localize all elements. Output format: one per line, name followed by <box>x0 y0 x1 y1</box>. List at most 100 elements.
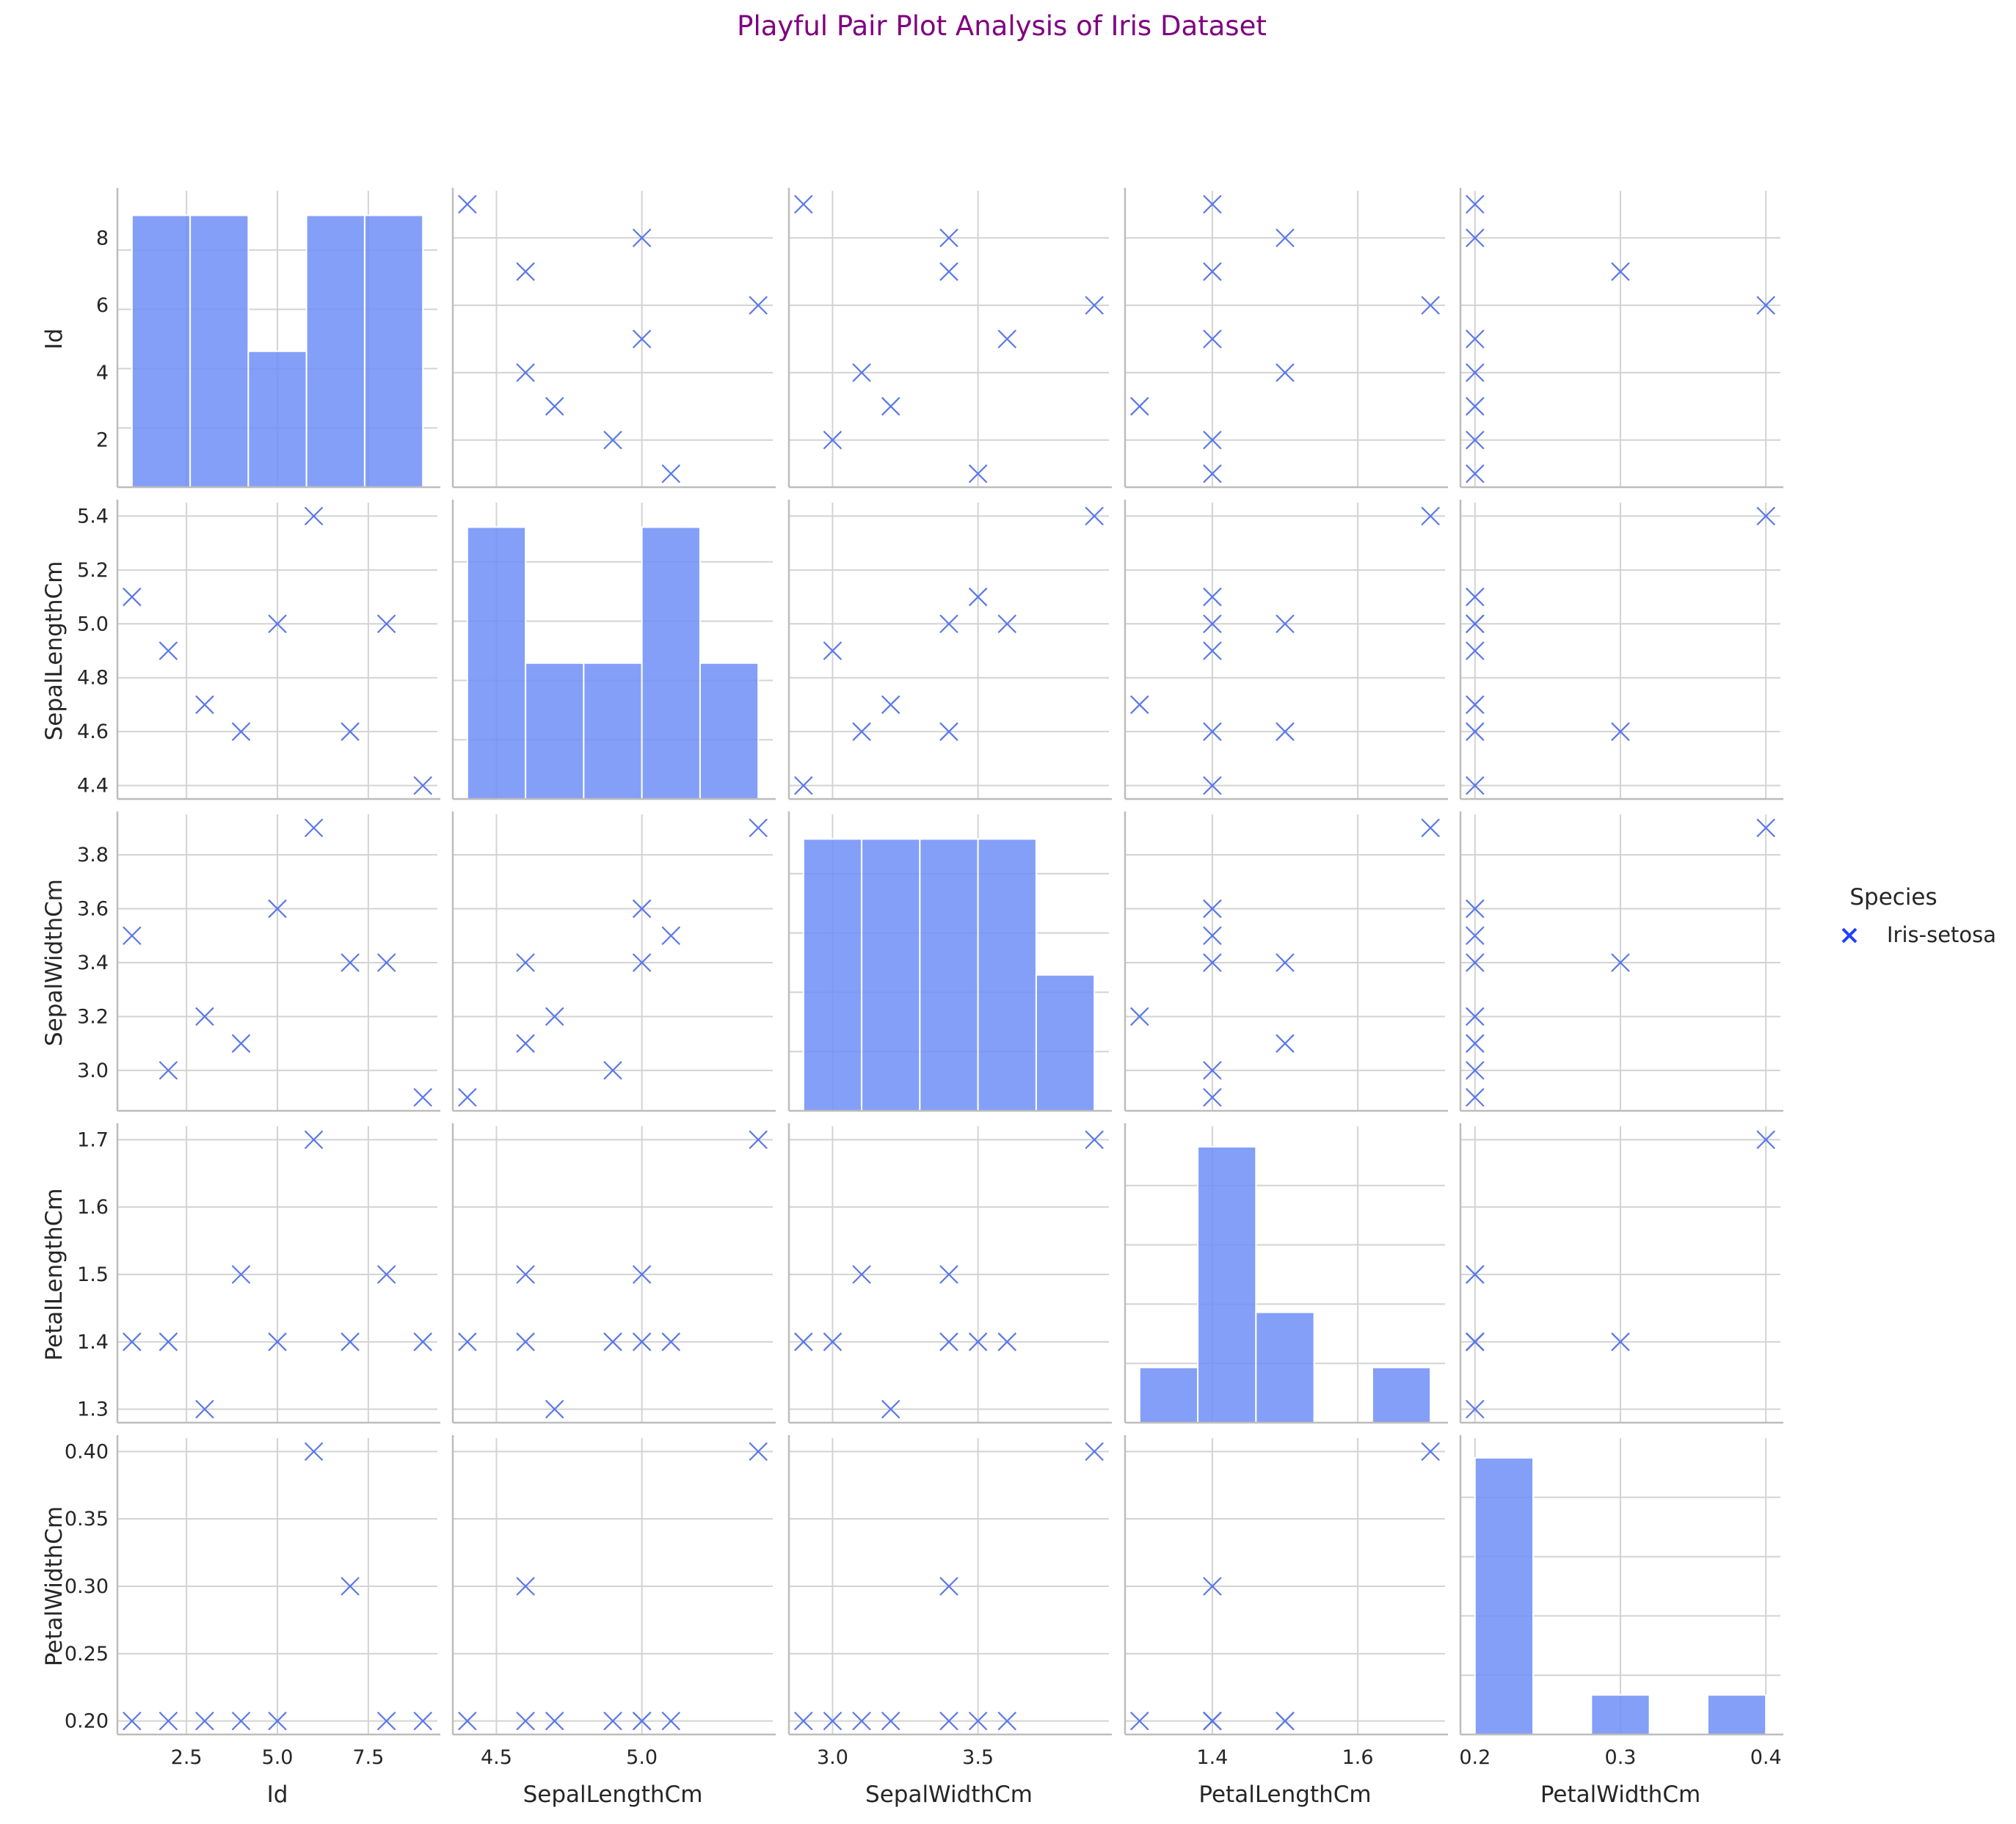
panel-SepalLengthCm-vs-SepalLengthCm <box>451 500 776 800</box>
scatter-point-x <box>1085 1130 1104 1150</box>
x-tick-label: 1.6 <box>1342 1746 1374 1769</box>
y-tick-label: 0.20 <box>65 1710 109 1733</box>
y-axis-label: SepalLengthCm <box>41 561 68 741</box>
scatter-point-x <box>1085 506 1104 526</box>
scatter-point-x <box>1421 1442 1440 1462</box>
panel-Id-vs-Id: 2 4 6 8 Id <box>41 188 440 489</box>
scatter-point-x <box>939 262 958 281</box>
scatter-points <box>458 1130 768 1419</box>
x-tick-label: 5.0 <box>262 1746 294 1769</box>
scatter-point-x <box>268 614 287 634</box>
scatter-point-x <box>159 1332 178 1351</box>
scatter-point-x <box>997 1332 1017 1351</box>
panel-SepalLengthCm-vs-SepalWidthCm <box>787 500 1112 800</box>
scatter-point-x <box>1466 228 1485 248</box>
y-tick-label: 0.35 <box>65 1508 109 1531</box>
x-axis-label: PetalLengthCm <box>1198 1781 1371 1808</box>
scatter-point-x <box>458 1332 477 1351</box>
scatter-point-x <box>1203 1061 1222 1080</box>
panel-PetalLengthCm-vs-SepalLengthCm <box>451 1123 776 1424</box>
y-tick-label: 0.40 <box>65 1440 109 1463</box>
scatter-point-x <box>545 1007 564 1026</box>
scatter-points <box>1466 506 1775 795</box>
scatter-point-x <box>458 1087 477 1107</box>
scatter-point-x <box>123 1711 142 1731</box>
scatter-point-x <box>304 1130 324 1150</box>
scatter-point-x <box>341 1332 360 1351</box>
x-tick-label: 0.2 <box>1459 1746 1491 1769</box>
scatter-points <box>1466 194 1775 484</box>
scatter-point-x <box>1466 926 1485 946</box>
scatter-point-x <box>852 722 871 741</box>
scatter-point-x <box>1130 397 1149 416</box>
y-tick-label: 6 <box>96 294 109 317</box>
scatter-point-x <box>968 587 988 607</box>
panel-PetalWidthCm-vs-SepalWidthCm: 3.0 3.5 SepalWidthCm <box>787 1435 1112 1808</box>
scatter-point-x <box>268 1332 287 1351</box>
panel-Id-vs-PetalWidthCm <box>1459 188 1783 489</box>
x-axis-label: PetalWidthCm <box>1540 1781 1700 1808</box>
y-tick-label: 3.0 <box>77 1059 109 1082</box>
scatter-point-x <box>516 1332 535 1351</box>
scatter-point-x <box>881 1711 900 1731</box>
x-axis-label: SepalWidthCm <box>865 1781 1033 1808</box>
scatter-point-x <box>1466 641 1485 660</box>
scatter-point-x <box>1421 818 1440 838</box>
scatter-point-x <box>632 899 652 919</box>
scatter-point-x <box>1085 1442 1104 1462</box>
x-axis-label: SepalLengthCm <box>523 1781 703 1808</box>
histogram-bar <box>1371 1366 1432 1424</box>
scatter-points <box>794 506 1104 795</box>
y-tick-label: 5.0 <box>77 613 109 635</box>
histogram-SepalLengthCm <box>466 526 760 800</box>
scatter-points <box>123 818 432 1107</box>
histogram-bar <box>466 526 527 800</box>
y-axis-label: PetalLengthCm <box>41 1188 68 1360</box>
scatter-point-x <box>1203 722 1222 741</box>
panel-SepalLengthCm-vs-PetalWidthCm <box>1459 500 1783 800</box>
scatter-point-x <box>1611 953 1630 972</box>
scatter-point-x <box>632 953 652 972</box>
scatter-point-x <box>195 1007 214 1026</box>
panel-PetalWidthCm-vs-PetalWidthCm: 0.2 0.3 0.4 PetalWidthCm <box>1459 1435 1783 1808</box>
scatter-point-x <box>997 329 1017 349</box>
panel-PetalWidthCm-vs-PetalLengthCm: 1.4 1.6 PetalLengthCm <box>1124 1435 1448 1808</box>
panel-Id-vs-SepalLengthCm <box>451 188 776 489</box>
scatter-points <box>794 194 1104 484</box>
scatter-points <box>1466 1130 1775 1419</box>
panel-grid <box>453 1126 773 1423</box>
scatter-point-x <box>1203 262 1222 281</box>
panel-Id-vs-SepalWidthCm <box>787 188 1112 489</box>
scatter-point-x <box>852 363 871 382</box>
panel-PetalWidthCm-vs-Id: 0.20 0.25 0.30 0.35 0.40 PetalWidthCm 2.5 5.0 7.… <box>41 1435 440 1808</box>
scatter-point-x <box>1203 899 1222 919</box>
scatter-point-x <box>1756 818 1775 838</box>
x-tick-label: 1.4 <box>1196 1746 1228 1769</box>
pair-plot-grid: 2 4 6 8 Id 4.4 4.6 4.8 5.0 5.2 5.4 SepalLengthCm 3.0… <box>41 188 1783 1808</box>
histogram-bar <box>1197 1146 1257 1423</box>
scatter-point-x <box>881 1399 900 1419</box>
scatter-point-x <box>794 1332 813 1351</box>
scatter-points <box>1130 1442 1440 1731</box>
scatter-point-x <box>1466 953 1485 972</box>
scatter-points <box>1466 818 1775 1107</box>
scatter-point-x <box>1130 695 1149 715</box>
scatter-point-x <box>997 614 1017 634</box>
scatter-point-x <box>749 1130 768 1150</box>
scatter-point-x <box>852 1265 871 1284</box>
scatter-point-x <box>231 1265 251 1284</box>
scatter-point-x <box>516 363 535 382</box>
scatter-point-x <box>603 1332 622 1351</box>
histogram-bar <box>525 662 585 800</box>
scatter-points <box>123 1442 432 1731</box>
y-tick-label: 3.6 <box>77 898 109 921</box>
scatter-point-x <box>1611 262 1630 281</box>
scatter-point-x <box>341 722 360 741</box>
panel-grid <box>453 814 773 1111</box>
scatter-point-x <box>1466 1332 1485 1351</box>
panel-SepalWidthCm-vs-Id: 3.0 3.2 3.4 3.6 3.8 SepalWidthCm <box>41 811 440 1112</box>
scatter-point-x <box>1203 953 1222 972</box>
scatter-point-x <box>1466 397 1485 416</box>
scatter-point-x <box>968 464 988 484</box>
